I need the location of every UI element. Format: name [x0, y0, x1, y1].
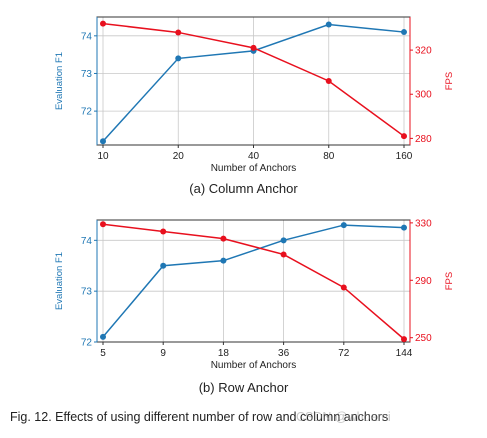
f1-point [401, 29, 407, 36]
fps-point [160, 228, 167, 235]
fps-point [220, 235, 227, 242]
y-left-tick-label: 73 [81, 287, 93, 298]
x-tick-label: 40 [248, 151, 260, 162]
fps-point [340, 284, 347, 291]
x-axis-label: Number of Anchors [211, 163, 297, 174]
chart-b: 5 9 18 36 72 144 Number of Anchors 72 73 74 250 290… [54, 218, 455, 371]
fps-point [100, 20, 106, 27]
x-tick-label: 144 [396, 348, 413, 359]
fps-point [100, 221, 106, 228]
y-left-axis-label: Evaluation F1 [54, 252, 65, 310]
x-tick-label: 9 [160, 348, 166, 359]
x-tick-label: 10 [97, 151, 109, 162]
x-tick-label: 160 [396, 151, 413, 162]
y-left-tick-label: 74 [81, 31, 93, 42]
y-left-axis-label: Evaluation F1 [54, 52, 65, 110]
f1-point [340, 222, 347, 229]
y-right-tick-label: 330 [415, 218, 432, 229]
y-left-tick-label: 73 [81, 69, 93, 80]
f1-series-line [102, 224, 405, 338]
fps-point [325, 78, 332, 84]
f1-point [280, 237, 287, 244]
x-tick-label: 5 [100, 348, 106, 359]
f1-point [220, 257, 227, 264]
y-left-tick-label: 72 [81, 107, 93, 118]
fps-point [175, 29, 182, 36]
chart-a: 10 20 40 80 160 Number of Anchors 72 73 74 280 300… [54, 16, 455, 174]
plot-frame [96, 219, 411, 343]
figure-caption: Fig. 12. Effects of using different numb… [10, 410, 389, 424]
x-tick-label: 80 [323, 151, 335, 162]
f1-point [100, 138, 106, 145]
y-right-tick-label: 250 [415, 333, 432, 344]
fps-point [250, 44, 257, 51]
f1-point [401, 224, 407, 231]
f1-point [160, 262, 167, 269]
caption-row-anchor: (b) Row Anchor [198, 380, 289, 395]
y-right-tick-label: 300 [415, 90, 432, 101]
f1-point [175, 55, 182, 62]
fps-point [401, 133, 407, 140]
x-tick-label: 72 [338, 348, 350, 359]
f1-point [100, 333, 106, 340]
y-left-tick-label: 74 [81, 236, 93, 247]
fps-point [401, 336, 407, 343]
x-axis-label: Number of Anchors [211, 360, 297, 371]
x-tick-label: 36 [278, 348, 290, 359]
y-right-tick-label: 320 [415, 46, 432, 57]
y-left-tick-label: 72 [81, 338, 93, 349]
fps-series-line [102, 223, 405, 340]
x-tick-label: 20 [173, 151, 185, 162]
y-right-tick-label: 290 [415, 276, 432, 287]
y-right-axis-label: FPS [444, 272, 455, 290]
x-tick-label: 18 [218, 348, 230, 359]
y-right-tick-label: 280 [415, 134, 432, 145]
y-right-axis-label: FPS [444, 72, 455, 90]
f1-point [325, 21, 332, 28]
watermark: CSDN @whoami [296, 410, 391, 424]
fps-point [280, 251, 287, 258]
caption-column-anchor: (a) Column Anchor [189, 181, 298, 196]
